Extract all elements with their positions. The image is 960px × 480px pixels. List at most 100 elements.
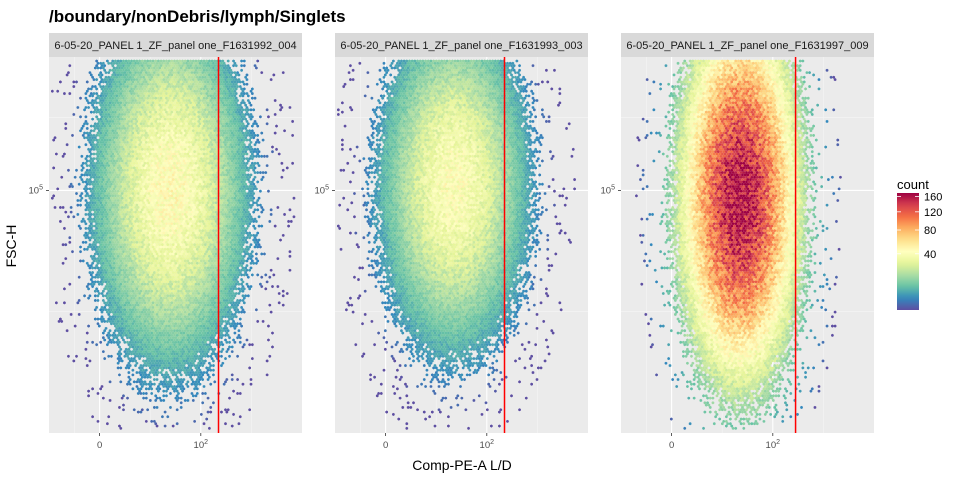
hexbin-cell — [96, 61, 100, 65]
hexbin-cell — [131, 61, 135, 65]
hexbin-cell — [181, 87, 184, 91]
hexbin-cell — [161, 61, 164, 65]
hexbin-cell — [123, 75, 127, 79]
hexbin-cell — [147, 61, 151, 65]
hexbin-cell — [175, 64, 179, 68]
hexbin-cell — [242, 59, 246, 63]
hexbin-cell — [209, 85, 213, 89]
hexbin-cell — [209, 66, 213, 70]
hexbin-cell — [177, 94, 180, 98]
hexbin-cell — [142, 66, 145, 70]
hexbin-cell — [237, 73, 241, 77]
hexbin-cell — [202, 73, 206, 77]
hexbin-cell — [221, 59, 225, 63]
hexbin-cell — [144, 61, 148, 65]
hexbin-cell — [140, 78, 144, 82]
hexbin-cell — [195, 71, 199, 75]
hexbin-cell — [177, 71, 180, 75]
hexbin-cell — [181, 78, 184, 82]
hexbin-cell — [147, 94, 151, 98]
hexbin-cell — [104, 71, 108, 75]
hexbin-cell — [136, 85, 140, 89]
hexbin-cell — [103, 101, 107, 105]
hexbin-cell — [130, 78, 133, 82]
hexbin-cell — [95, 59, 98, 63]
hexbin-cell — [136, 94, 140, 98]
hexbin-cell — [221, 64, 225, 68]
hexbin-cell — [241, 98, 245, 103]
hexbin-cell — [183, 64, 187, 68]
hexbin-cell — [226, 68, 230, 72]
hexbin-cell — [97, 101, 101, 105]
hexbin-cell — [167, 82, 171, 86]
hexbin-cell — [210, 87, 214, 91]
hexbin-cell — [131, 98, 135, 103]
hexbin-cell — [166, 66, 170, 70]
hexbin-cell — [220, 75, 223, 79]
hexbin-cell — [56, 89, 60, 93]
hexbin-cell — [104, 80, 108, 84]
hexbin-cell — [131, 94, 135, 98]
hexbin-cell — [183, 73, 187, 77]
hexbin-cell — [202, 92, 206, 96]
hexbin-cell — [147, 98, 151, 103]
hexbin-cell — [99, 98, 103, 103]
hexbin-cell — [115, 94, 119, 98]
hexbin-cell — [222, 80, 226, 84]
hexbin-cell — [177, 98, 180, 103]
hexbin-cell — [218, 78, 222, 82]
hexbin-cell — [154, 87, 158, 91]
hexbin-cell — [240, 59, 243, 63]
hexbin-cell — [138, 59, 141, 63]
hexbin-cell — [181, 68, 184, 72]
hexbin-cell — [85, 80, 89, 84]
hexbin-cell — [220, 89, 223, 93]
hexbin-cell — [189, 64, 192, 68]
hexbin-cell — [147, 85, 151, 89]
hexbin-cell — [127, 101, 131, 105]
hexbin-cell — [204, 80, 207, 84]
hexbin-cell — [197, 82, 200, 86]
hexbin-cell — [153, 80, 156, 84]
hexbin-cell — [178, 64, 182, 68]
hexbin-cell — [175, 96, 179, 100]
hexbin-cell — [154, 82, 158, 86]
hexbin-cell — [147, 71, 151, 75]
hexbin-cell — [153, 98, 156, 103]
hexbin-cell — [122, 96, 125, 100]
hexbin-cell — [210, 92, 214, 96]
hexbin-cell — [198, 71, 202, 75]
hexbin-cell — [159, 78, 163, 82]
hexbin-cell — [221, 68, 225, 72]
hexbin-cell — [182, 71, 186, 75]
hexbin-cell — [167, 87, 171, 91]
hexbin-cell — [132, 68, 136, 72]
hexbin-cell — [100, 73, 104, 77]
hexbin-cell — [193, 85, 196, 89]
hexbin-cell — [185, 85, 188, 89]
hexbin-cell — [185, 80, 188, 84]
hexbin-cell — [194, 59, 198, 63]
hexbin-cell — [106, 78, 109, 82]
hexbin-cell — [269, 78, 273, 82]
hexbin-cell — [167, 78, 171, 82]
hexbin-cell — [93, 85, 97, 89]
hexbin-cell — [255, 66, 258, 70]
chart-title: /boundary/nonDebris/lymph/Singlets — [49, 7, 346, 26]
hexbin-cell — [177, 66, 180, 70]
hexbin-cell — [182, 75, 186, 79]
hexbin-cell — [221, 78, 225, 82]
hexbin-cell — [236, 71, 239, 75]
hexbin-cell — [205, 64, 209, 68]
hexbin-cell — [185, 66, 188, 70]
hexbin-cell — [165, 59, 168, 63]
hexbin-cell — [122, 92, 125, 96]
hexbin-cell — [144, 85, 148, 89]
hexbin-cell — [233, 85, 237, 89]
hexbin-cell — [123, 89, 127, 93]
hexbin-cell — [224, 92, 227, 96]
hexbin-cell — [146, 78, 149, 82]
hexbin-cell — [154, 78, 158, 82]
hexbin-cell — [190, 75, 194, 79]
hexbin-cell — [224, 96, 227, 100]
